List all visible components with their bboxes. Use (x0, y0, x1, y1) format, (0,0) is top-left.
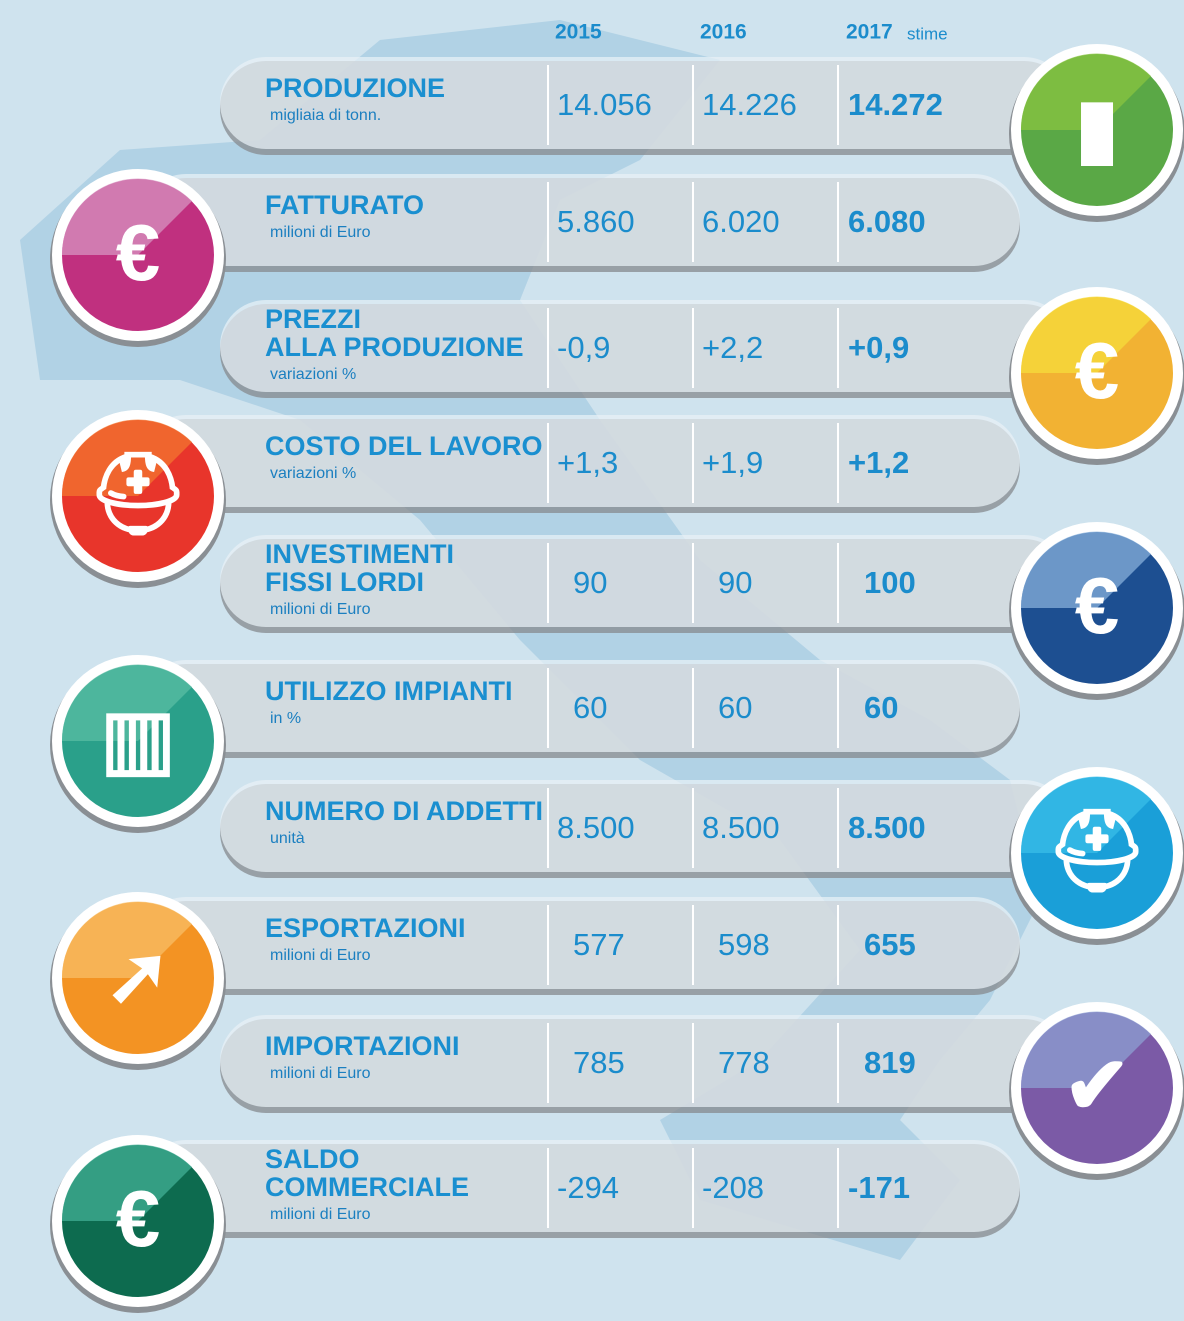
row-value: 90 (573, 565, 607, 600)
row-unit: migliaia di tonn. (270, 107, 381, 124)
year: 2015 (555, 21, 602, 44)
row-title: INVESTIMENTI (265, 539, 454, 569)
row-value: 60 (864, 690, 898, 725)
icon-glyph: ▥ (100, 694, 176, 783)
icon-glyph: € (116, 1174, 161, 1263)
icon-highlight (1020, 1011, 1151, 1088)
row-value: 785 (573, 1045, 625, 1080)
row-unit: variazioni % (270, 465, 356, 482)
row-value: 778 (718, 1045, 770, 1080)
icon-highlight (61, 1144, 192, 1221)
year: 2016 (700, 21, 747, 44)
row-value: 100 (864, 565, 916, 600)
row-value: +2,2 (702, 330, 763, 365)
row-title: FATTURATO (265, 190, 424, 220)
row-value: +1,9 (702, 445, 763, 480)
icon-highlight (1020, 531, 1151, 608)
row-value: 14.272 (848, 87, 943, 122)
row-title: COMMERCIALE (265, 1172, 469, 1202)
row-value: 8.500 (702, 810, 780, 845)
row-pill (140, 1140, 1020, 1232)
row-value: -171 (848, 1170, 910, 1205)
icon-glyph: ✔ (1063, 1041, 1130, 1130)
row-pill (220, 300, 1070, 392)
row-value: 60 (573, 690, 607, 725)
icon-highlight (1020, 296, 1151, 373)
row-unit: milioni di Euro (270, 947, 371, 964)
icon-glyph: ➚ (104, 931, 171, 1020)
row-value: +1,2 (848, 445, 909, 480)
row-value: 5.860 (557, 204, 635, 239)
row-value: -294 (557, 1170, 619, 1205)
row-title: FISSI LORDI (265, 567, 424, 597)
row-title: PRODUZIONE (265, 73, 445, 103)
row-value: 8.500 (557, 810, 635, 845)
row-pill (220, 1015, 1070, 1107)
icon-glyph: ⛑ (1046, 806, 1148, 895)
icon-highlight (1020, 53, 1151, 130)
row-unit: milioni di Euro (270, 1065, 371, 1082)
row-title: ESPORTAZIONI (265, 913, 466, 943)
row-title: PREZZI (265, 304, 361, 334)
row-value: 819 (864, 1045, 916, 1080)
row-unit: in % (270, 710, 301, 727)
icon-glyph: ⛑ (87, 449, 189, 538)
year: 2017 (846, 21, 893, 44)
row-value: 8.500 (848, 810, 926, 845)
row-pill (220, 535, 1070, 627)
row-pill (140, 415, 1020, 507)
row-pill (140, 660, 1020, 752)
row-value: 14.056 (557, 87, 652, 122)
icon-glyph: ▮ (1075, 83, 1119, 172)
row-title: COSTO DEL LAVORO (265, 431, 543, 461)
row-value: +1,3 (557, 445, 618, 480)
row-value: -0,9 (557, 330, 610, 365)
row-value: +0,9 (848, 330, 909, 365)
row-unit: milioni di Euro (270, 601, 371, 618)
row-value: 655 (864, 927, 916, 962)
row-title: SALDO (265, 1144, 360, 1174)
row-value: -208 (702, 1170, 764, 1205)
icon-glyph: € (1075, 561, 1120, 650)
row-value: 14.226 (702, 87, 797, 122)
icon-highlight (61, 178, 192, 255)
row-value: 60 (718, 690, 752, 725)
icon-glyph: € (1075, 326, 1120, 415)
row-unit: variazioni % (270, 366, 356, 383)
row-unit: milioni di Euro (270, 1206, 371, 1223)
row-value: 577 (573, 927, 625, 962)
row-value: 598 (718, 927, 770, 962)
row-value: 6.020 (702, 204, 780, 239)
row-value: 90 (718, 565, 752, 600)
year-note: stime (907, 24, 948, 43)
row-pill (140, 174, 1020, 266)
row-pill (220, 57, 1070, 149)
icon-highlight (1020, 776, 1151, 853)
row-unit: milioni di Euro (270, 224, 371, 241)
row-pill (220, 780, 1070, 872)
icon-highlight (61, 664, 192, 741)
row-pill (140, 897, 1020, 989)
row-title: UTILIZZO IMPIANTI (265, 676, 512, 706)
icon-glyph: € (116, 208, 161, 297)
icon-highlight (61, 419, 193, 496)
row-title: IMPORTAZIONI (265, 1031, 459, 1061)
row-unit: unità (270, 830, 305, 847)
row-title: NUMERO DI ADDETTI (265, 796, 543, 826)
row-value: 6.080 (848, 204, 926, 239)
row-title: ALLA PRODUZIONE (265, 332, 524, 362)
icon-highlight (61, 901, 192, 978)
